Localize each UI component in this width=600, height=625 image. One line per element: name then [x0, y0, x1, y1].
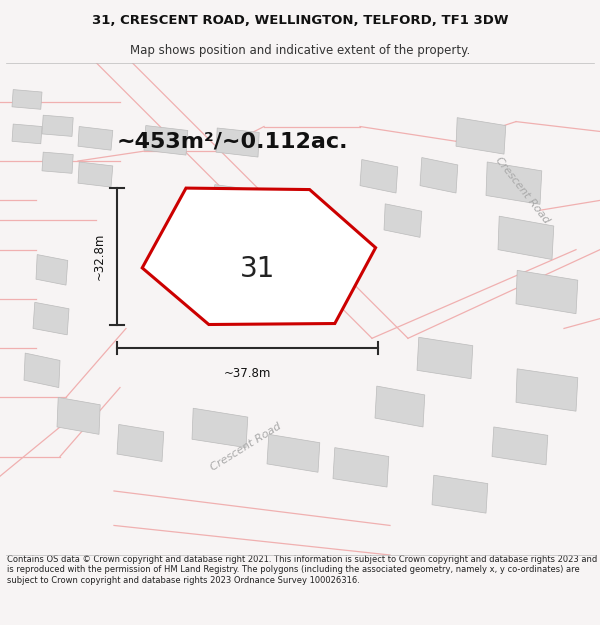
Polygon shape [36, 254, 68, 285]
Polygon shape [360, 159, 398, 193]
Text: 31: 31 [241, 256, 275, 283]
Polygon shape [516, 271, 578, 314]
Polygon shape [12, 124, 42, 144]
Polygon shape [57, 398, 100, 434]
Text: Crescent Road: Crescent Road [493, 156, 551, 226]
Polygon shape [204, 275, 238, 299]
Polygon shape [42, 115, 73, 136]
Text: Contains OS data © Crown copyright and database right 2021. This information is : Contains OS data © Crown copyright and d… [7, 555, 598, 585]
Polygon shape [33, 302, 69, 335]
Polygon shape [432, 475, 488, 513]
Polygon shape [417, 338, 473, 379]
Text: ~37.8m: ~37.8m [224, 367, 271, 380]
Polygon shape [498, 216, 554, 259]
Polygon shape [144, 126, 188, 155]
Polygon shape [384, 204, 422, 238]
Polygon shape [267, 434, 320, 472]
Polygon shape [24, 353, 60, 388]
Text: 31, CRESCENT ROAD, WELLINGTON, TELFORD, TF1 3DW: 31, CRESCENT ROAD, WELLINGTON, TELFORD, … [92, 14, 508, 27]
Polygon shape [420, 158, 458, 193]
Polygon shape [456, 118, 506, 154]
Polygon shape [42, 152, 73, 173]
Polygon shape [192, 408, 248, 447]
Text: Crescent Road: Crescent Road [209, 421, 283, 472]
Polygon shape [375, 386, 425, 427]
Polygon shape [492, 427, 548, 465]
Polygon shape [213, 230, 254, 256]
Polygon shape [486, 162, 542, 204]
Polygon shape [516, 369, 578, 411]
Polygon shape [12, 89, 42, 109]
Polygon shape [142, 188, 376, 324]
Polygon shape [216, 128, 259, 157]
Polygon shape [78, 126, 113, 150]
Text: Map shows position and indicative extent of the property.: Map shows position and indicative extent… [130, 44, 470, 57]
Polygon shape [213, 184, 260, 211]
Text: ~32.8m: ~32.8m [93, 232, 106, 280]
Polygon shape [78, 162, 113, 187]
Polygon shape [117, 424, 164, 461]
Text: ~453m²/~0.112ac.: ~453m²/~0.112ac. [117, 131, 349, 151]
Polygon shape [333, 448, 389, 487]
